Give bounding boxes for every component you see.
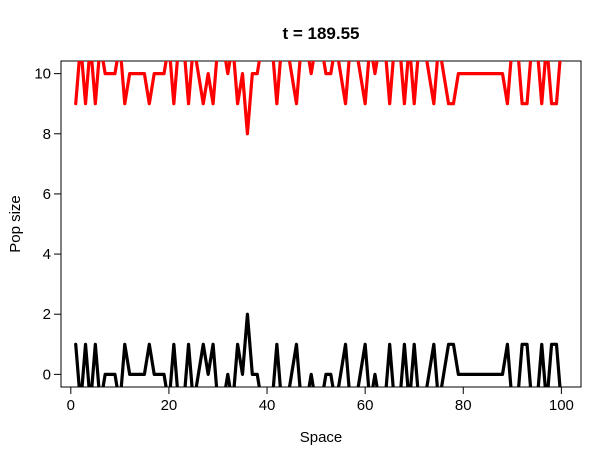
x-tick-label: 80 [455, 397, 472, 414]
x-axis: 0 20 40 60 80 100 [67, 386, 574, 414]
y-axis-label: Pop size [7, 195, 24, 253]
x-tick-label: 60 [357, 397, 374, 414]
chart-title: t = 189.55 [282, 24, 359, 43]
plot-area [60, 60, 582, 388]
x-axis-label: Space [300, 429, 343, 446]
y-tick-label: 2 [43, 306, 51, 323]
series-layer [74, 61, 562, 387]
x-tick-label: 100 [549, 397, 574, 414]
y-tick-label: 8 [43, 126, 51, 143]
y-tick-label: 6 [43, 186, 51, 203]
x-tick-label: 40 [259, 397, 276, 414]
y-tick-label: 0 [43, 366, 51, 383]
x-tick-label: 0 [67, 397, 75, 414]
y-tick-label: 10 [34, 66, 51, 83]
y-tick-label: 4 [43, 246, 51, 263]
x-tick-label: 20 [161, 397, 178, 414]
series-line-1 [74, 312, 562, 387]
series-line-0 [74, 61, 562, 136]
y-axis: 0 2 4 6 8 10 [34, 66, 62, 383]
